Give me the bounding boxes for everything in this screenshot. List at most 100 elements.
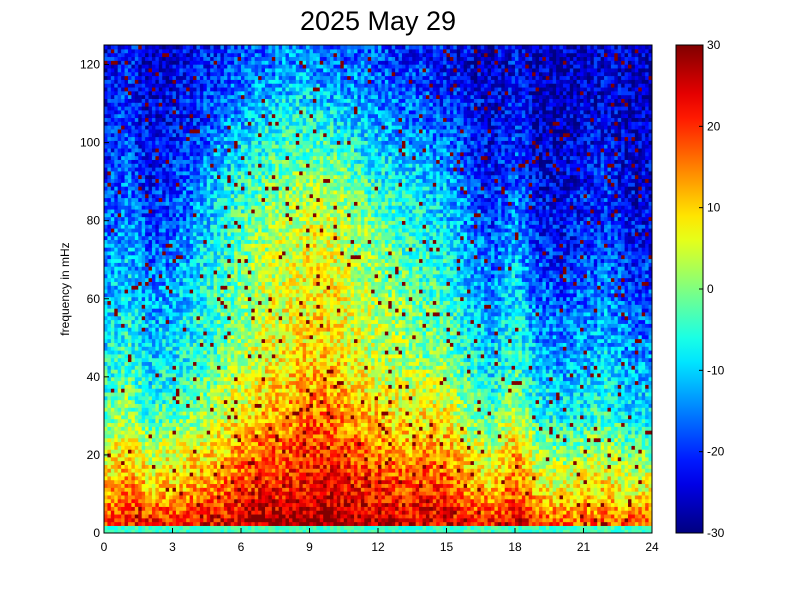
heatmap-cell [494, 430, 499, 435]
heatmap-cell [621, 529, 626, 533]
heatmap-cell [319, 437, 324, 443]
heatmap-cell [268, 517, 273, 523]
heatmap-cell [511, 460, 516, 465]
heatmap-cell [562, 445, 567, 450]
heatmap-cell [538, 510, 543, 515]
heatmap-cell [497, 426, 502, 431]
heatmap-cell [436, 517, 441, 523]
heatmap-cell [104, 491, 109, 496]
heatmap-cell [460, 510, 465, 515]
heatmap-cell [463, 430, 468, 435]
heatmap-cell [391, 510, 396, 515]
heatmap-cell [330, 513, 335, 519]
heatmap-cell [316, 430, 321, 435]
heatmap-cell [316, 445, 321, 450]
heatmap-cell [347, 468, 352, 473]
heatmap-cell [206, 498, 211, 504]
heatmap-cell [354, 441, 359, 446]
heatmap-cell [234, 525, 239, 530]
heatmap-cell [282, 491, 287, 496]
heatmap-cell [295, 452, 300, 458]
heatmap-cell [271, 449, 276, 454]
heatmap-cell [148, 437, 153, 443]
heatmap-cell [354, 521, 359, 526]
heatmap-cell [610, 464, 615, 469]
heatmap-cell [381, 460, 386, 465]
heatmap-cell [213, 452, 218, 458]
heatmap-cell [258, 437, 263, 443]
heatmap-cell [491, 498, 496, 504]
heatmap-cell [336, 437, 341, 443]
heatmap-cell [600, 506, 605, 511]
heatmap-cell [237, 437, 242, 443]
heatmap-cell [470, 430, 475, 435]
heatmap-cell [285, 468, 290, 473]
heatmap-cell [518, 418, 523, 424]
heatmap-cell [251, 517, 256, 523]
heatmap-cell [172, 430, 177, 435]
heatmap-cell [316, 422, 321, 427]
heatmap-cell [165, 418, 170, 424]
heatmap-cell [556, 441, 561, 446]
heatmap-cell [593, 510, 598, 515]
heatmap-cell [422, 456, 427, 462]
heatmap-cell [439, 498, 444, 504]
heatmap-cell [244, 426, 249, 431]
heatmap-cell [538, 456, 543, 462]
heatmap-cell [487, 525, 492, 530]
heatmap-cell [412, 502, 417, 507]
heatmap-cell [501, 437, 506, 443]
heatmap-cell [278, 456, 283, 462]
heatmap-cell [199, 475, 204, 481]
heatmap-cell [210, 430, 215, 435]
heatmap-cell [326, 430, 331, 435]
heatmap-cell [470, 445, 475, 450]
heatmap-cell [463, 426, 468, 431]
heatmap-cell [491, 433, 496, 439]
heatmap-cell [528, 433, 533, 439]
heatmap-cell [175, 449, 180, 454]
heatmap-cell [155, 529, 160, 533]
heatmap-cell [408, 445, 413, 450]
heatmap-cell [535, 441, 540, 446]
heatmap-cell [199, 422, 204, 427]
heatmap-cell [350, 430, 355, 435]
heatmap-cell [617, 525, 622, 530]
heatmap-cell [282, 525, 287, 530]
heatmap-cell [604, 494, 609, 500]
heatmap-cell [586, 491, 591, 496]
heatmap-cell [196, 426, 201, 431]
heatmap-cell [556, 418, 561, 424]
heatmap-cell [110, 426, 115, 431]
heatmap-cell [319, 510, 324, 515]
heatmap-cell [162, 464, 167, 469]
heatmap-cell [155, 479, 160, 485]
heatmap-cell [234, 487, 239, 492]
heatmap-cell [237, 445, 242, 450]
heatmap-cell [401, 498, 406, 504]
heatmap-cell [384, 449, 389, 454]
heatmap-cell [528, 445, 533, 450]
heatmap-cell [138, 510, 143, 515]
heatmap-cell [193, 445, 198, 450]
heatmap-cell [378, 414, 383, 420]
heatmap-cell [326, 513, 331, 519]
heatmap-cell [155, 449, 160, 454]
heatmap-cell [268, 506, 273, 511]
heatmap-cell [254, 464, 259, 469]
heatmap-cell [573, 422, 578, 427]
heatmap-cell [323, 460, 328, 465]
heatmap-cell [288, 513, 293, 519]
heatmap-cell [401, 491, 406, 496]
heatmap-cell [158, 510, 163, 515]
heatmap-cell [439, 426, 444, 431]
heatmap-cell [494, 441, 499, 446]
heatmap-cell [141, 529, 146, 533]
heatmap-cell [477, 475, 482, 481]
heatmap-cell [484, 441, 489, 446]
heatmap-cell [401, 460, 406, 465]
heatmap-cell [610, 513, 615, 519]
heatmap-cell [292, 479, 297, 485]
heatmap-cell [439, 464, 444, 469]
heatmap-cell [501, 483, 506, 488]
